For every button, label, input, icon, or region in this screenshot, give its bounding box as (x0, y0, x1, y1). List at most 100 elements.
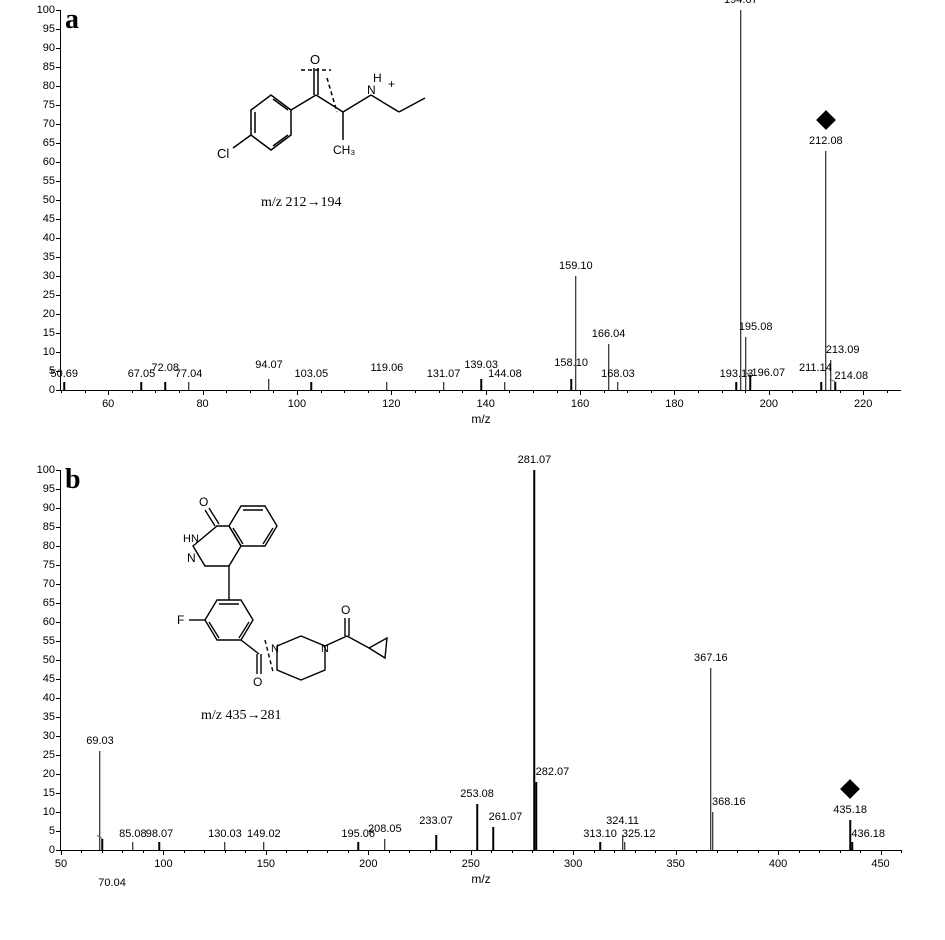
spectrum-peak (64, 382, 66, 390)
x-tick-minor (627, 390, 628, 393)
spectrum-peak (599, 842, 601, 850)
y-tick-label: 50 (23, 654, 55, 666)
svg-text:HN: HN (183, 533, 199, 545)
y-tick-label: 90 (23, 502, 55, 514)
peak-label: 119.06 (370, 362, 403, 374)
x-tick-minor (532, 850, 533, 853)
x-tick-mark (266, 850, 267, 855)
peak-label: 166.04 (592, 328, 626, 340)
x-tick-label: 80 (196, 398, 208, 410)
svg-text:O: O (253, 675, 262, 689)
peak-label: 94.07 (255, 359, 283, 371)
spectrum-peak (830, 360, 832, 390)
y-tick-label: 80 (23, 80, 55, 92)
y-tick-label: 100 (23, 4, 55, 16)
peak-label: 77.04 (175, 368, 203, 380)
y-tick-label: 30 (23, 730, 55, 742)
peak-label: 103.05 (295, 368, 329, 380)
x-tick-minor (840, 390, 841, 393)
spectrum-peak (740, 10, 742, 390)
x-tick-mark (863, 390, 864, 395)
y-tick-label: 100 (23, 464, 55, 476)
y-tick-label: 75 (23, 559, 55, 571)
panel-a: a (10, 10, 945, 450)
x-tick-mark (203, 390, 204, 395)
spectrum-peak (712, 812, 714, 850)
peak-label: 144.08 (488, 368, 522, 380)
y-tick-mark (56, 48, 61, 49)
y-tick-label: 15 (23, 327, 55, 339)
y-tick-mark (56, 238, 61, 239)
peak-label: 159.10 (559, 260, 593, 272)
x-tick-mark (471, 850, 472, 855)
spectrum-peak (99, 751, 101, 850)
x-tick-minor (102, 850, 103, 853)
x-tick-minor (553, 850, 554, 853)
y-tick-label: 95 (23, 483, 55, 495)
y-tick-mark (56, 181, 61, 182)
x-tick-minor (816, 390, 817, 393)
peak-label: 233.07 (419, 815, 453, 827)
y-tick-label: 65 (23, 597, 55, 609)
y-tick-mark (56, 489, 61, 490)
x-tick-minor (462, 390, 463, 393)
y-tick-label: 10 (23, 806, 55, 818)
svg-text:CH₃: CH₃ (333, 143, 355, 157)
x-tick-minor (450, 850, 451, 853)
x-tick-mark (391, 390, 392, 395)
y-tick-mark (56, 219, 61, 220)
y-tick-label: 25 (23, 289, 55, 301)
x-tick-minor (509, 390, 510, 393)
x-tick-minor (860, 850, 861, 853)
y-tick-mark (56, 831, 61, 832)
x-tick-minor (179, 390, 180, 393)
x-tick-minor (81, 850, 82, 853)
x-tick-label: 50 (55, 858, 67, 870)
x-tick-minor (225, 850, 226, 853)
panel-b-diamond (840, 779, 860, 799)
x-tick-mark (881, 850, 882, 855)
panel-a-xlabel: m/z (471, 412, 490, 426)
panel-a-letter: a (65, 4, 79, 36)
structure-a-svg: Cl O H N + CH₃ (181, 20, 481, 200)
x-tick-mark (573, 850, 574, 855)
x-tick-label: 100 (154, 858, 172, 870)
svg-text:O: O (341, 603, 350, 617)
spectrum-peak (575, 276, 577, 390)
peak-label: 158.10 (554, 357, 588, 369)
x-tick-mark (769, 390, 770, 395)
spectrum-peak (476, 804, 478, 850)
peak-label: 194.07 (724, 0, 758, 6)
x-tick-minor (245, 850, 246, 853)
peak-label: 208.05 (368, 823, 402, 835)
peak-label: 85.08 (119, 828, 147, 840)
x-tick-label: 150 (257, 858, 275, 870)
x-tick-label: 350 (666, 858, 684, 870)
x-tick-minor (696, 850, 697, 853)
spectrum-peak (268, 379, 270, 390)
x-tick-minor (758, 850, 759, 853)
y-tick-label: 60 (23, 616, 55, 628)
x-tick-minor (745, 390, 746, 393)
svg-text:N: N (321, 643, 329, 655)
x-tick-minor (368, 390, 369, 393)
x-tick-minor (887, 390, 888, 393)
y-tick-label: 95 (23, 23, 55, 35)
peak-label: 168.03 (601, 368, 635, 380)
y-tick-mark (56, 717, 61, 718)
x-tick-label: 120 (382, 398, 400, 410)
x-tick-minor (409, 850, 410, 853)
y-tick-mark (56, 314, 61, 315)
x-tick-minor (348, 850, 349, 853)
peak-label: 213.09 (826, 344, 860, 356)
peak-label: 195.08 (739, 321, 773, 333)
x-tick-minor (184, 850, 185, 853)
y-tick-mark (56, 812, 61, 813)
x-tick-minor (533, 390, 534, 393)
y-tick-mark (56, 603, 61, 604)
y-tick-mark (56, 660, 61, 661)
panel-b-plot: b (60, 470, 901, 851)
x-tick-mark (108, 390, 109, 395)
y-tick-mark (56, 257, 61, 258)
x-tick-label: 200 (359, 858, 377, 870)
